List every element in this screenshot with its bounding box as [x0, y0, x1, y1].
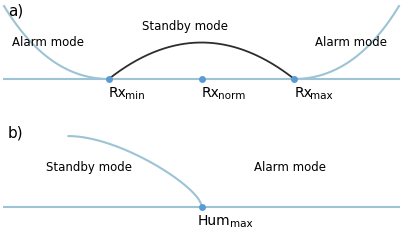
- Text: Rx: Rx: [294, 86, 312, 100]
- Text: norm: norm: [218, 91, 245, 101]
- Text: Alarm mode: Alarm mode: [254, 161, 326, 174]
- Text: Standby mode: Standby mode: [46, 161, 132, 174]
- Text: min: min: [125, 91, 145, 101]
- Text: b): b): [8, 125, 24, 140]
- Text: Alarm mode: Alarm mode: [315, 36, 386, 49]
- Text: Rx: Rx: [109, 86, 127, 100]
- Text: a): a): [8, 4, 23, 19]
- Text: max: max: [310, 91, 333, 101]
- Text: Standby mode: Standby mode: [142, 20, 229, 33]
- Text: Rx: Rx: [202, 86, 219, 100]
- Text: Hum: Hum: [197, 214, 230, 228]
- Text: max: max: [230, 219, 252, 229]
- Text: Alarm mode: Alarm mode: [12, 36, 84, 49]
